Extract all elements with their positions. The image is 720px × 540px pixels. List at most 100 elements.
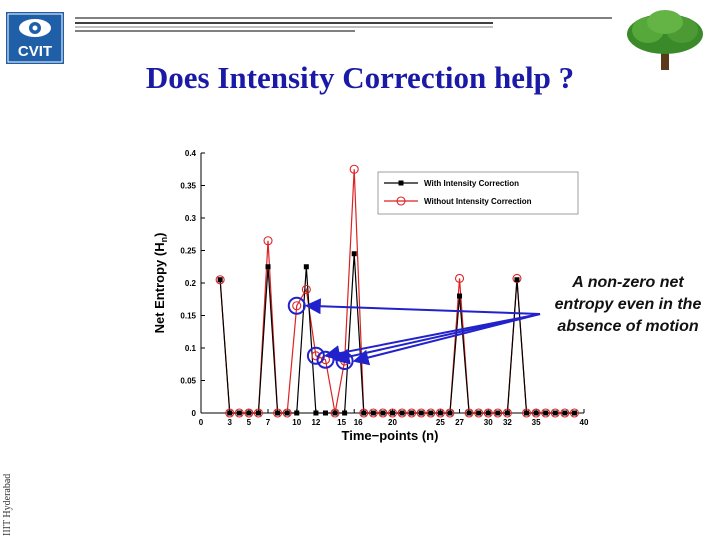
data-point-without-correction <box>349 164 359 174</box>
series-layer <box>215 164 579 418</box>
data-point-without-correction <box>512 273 522 284</box>
logo-text: CVIT <box>18 43 52 60</box>
data-point-without-correction <box>407 408 417 418</box>
data-point-with-correction <box>466 410 472 416</box>
tree-logo <box>627 10 703 70</box>
data-point-with-correction <box>428 410 434 416</box>
data-point-without-correction <box>416 408 426 418</box>
data-point-with-correction <box>437 410 443 416</box>
y-tick-label: 0.4 <box>185 149 197 158</box>
data-point-with-correction <box>390 410 395 416</box>
data-point-without-correction <box>330 408 340 418</box>
legend-marker <box>396 196 406 206</box>
x-tick-label: 12 <box>311 418 320 427</box>
y-axis-label: Net Entropy (Hn) <box>152 233 169 334</box>
data-point-without-correction <box>368 408 378 418</box>
data-point-with-correction <box>399 410 405 416</box>
data-point-with-correction <box>236 410 242 416</box>
data-point-with-correction <box>255 410 261 416</box>
data-point-with-correction <box>294 410 300 416</box>
data-point-without-correction <box>474 408 484 418</box>
data-point-with-correction <box>552 410 558 416</box>
x-tick-label: 5 <box>247 418 252 427</box>
highlight-circle <box>306 346 325 365</box>
x-tick-label: 32 <box>503 418 512 427</box>
data-point-without-correction <box>560 408 570 418</box>
data-point-without-correction <box>292 301 302 311</box>
data-point-with-correction <box>562 410 568 416</box>
data-point-with-correction <box>418 410 424 416</box>
data-point-without-correction <box>426 408 436 418</box>
legend-label: Without Intensity Correction <box>424 197 532 206</box>
data-point-without-correction <box>263 236 273 246</box>
data-point-with-correction <box>524 410 530 416</box>
x-tick-label: 10 <box>292 418 301 427</box>
data-point-with-correction <box>370 410 376 416</box>
y-tick-label: 0.1 <box>185 344 197 353</box>
data-point-without-correction <box>301 284 311 295</box>
highlight-circle <box>287 296 306 315</box>
data-point-without-correction <box>550 408 560 418</box>
annotation-text: A non-zero net entropy even in the absen… <box>554 274 702 335</box>
data-point-with-correction <box>533 410 539 416</box>
data-point-with-correction <box>322 410 328 416</box>
data-point-with-correction <box>409 410 415 416</box>
data-point-without-correction <box>445 408 455 418</box>
chart-legend: With Intensity Correction Without Intensi… <box>377 171 579 215</box>
data-point-without-correction <box>215 275 225 285</box>
x-tick-label: 20 <box>388 418 397 427</box>
data-point-with-correction <box>457 293 463 299</box>
data-point-without-correction <box>493 408 503 418</box>
data-point-without-correction <box>359 408 369 418</box>
data-point-with-correction <box>447 410 453 416</box>
data-point-without-correction <box>234 408 244 418</box>
data-point-with-correction <box>495 410 501 416</box>
x-tick-label: 0 <box>199 418 204 427</box>
x-tick-label: 35 <box>532 418 541 427</box>
data-point-with-correction <box>342 410 348 416</box>
data-point-with-correction <box>504 410 510 416</box>
arrow-layer <box>304 298 541 366</box>
y-tick-label: 0 <box>192 409 197 418</box>
data-point-with-correction <box>514 277 520 283</box>
data-point-with-correction <box>571 410 577 416</box>
data-point-without-correction <box>311 351 321 361</box>
cvit-logo: CVIT <box>6 12 64 64</box>
data-point-with-correction <box>332 410 338 416</box>
x-tick-label: 16 <box>354 418 363 427</box>
data-point-with-correction <box>361 410 367 416</box>
data-point-without-correction <box>387 408 398 418</box>
legend-marker <box>398 180 404 186</box>
data-point-without-correction <box>244 408 254 418</box>
legend-label: With Intensity Correction <box>424 179 519 188</box>
x-tick-label: 40 <box>580 418 589 427</box>
x-tick-label: 15 <box>337 418 346 427</box>
y-tick-label: 0.35 <box>180 182 196 191</box>
data-point-with-correction <box>351 251 357 257</box>
data-point-without-correction <box>521 408 532 418</box>
data-point-without-correction <box>483 408 493 418</box>
data-point-without-correction <box>464 408 474 418</box>
data-point-without-correction <box>502 408 512 418</box>
data-point-with-correction <box>380 410 386 416</box>
annotation-arrow <box>352 313 541 366</box>
data-point-without-correction <box>435 408 445 418</box>
legend-box <box>377 171 579 215</box>
data-point-with-correction <box>476 410 482 416</box>
data-point-with-correction <box>275 410 281 416</box>
x-tick-label: 30 <box>484 418 493 427</box>
y-tick-label: 0.15 <box>180 312 196 321</box>
x-axis-label: Time−points (n) <box>342 428 439 443</box>
annotation-arrow <box>304 298 541 315</box>
data-point-without-correction <box>253 408 264 418</box>
axes-layer: 00.050.10.150.20.250.30.350.40 3 5 7 10 12 15 1… <box>180 149 589 427</box>
data-point-without-correction <box>397 408 407 418</box>
x-tick-label: 25 <box>436 418 445 427</box>
data-point-with-correction <box>543 410 549 416</box>
y-tick-label: 0.25 <box>180 247 196 256</box>
data-point-without-correction <box>541 408 551 418</box>
data-point-with-correction <box>313 410 319 416</box>
data-point-without-correction <box>282 408 292 418</box>
x-tick-label: 27 <box>455 418 464 427</box>
